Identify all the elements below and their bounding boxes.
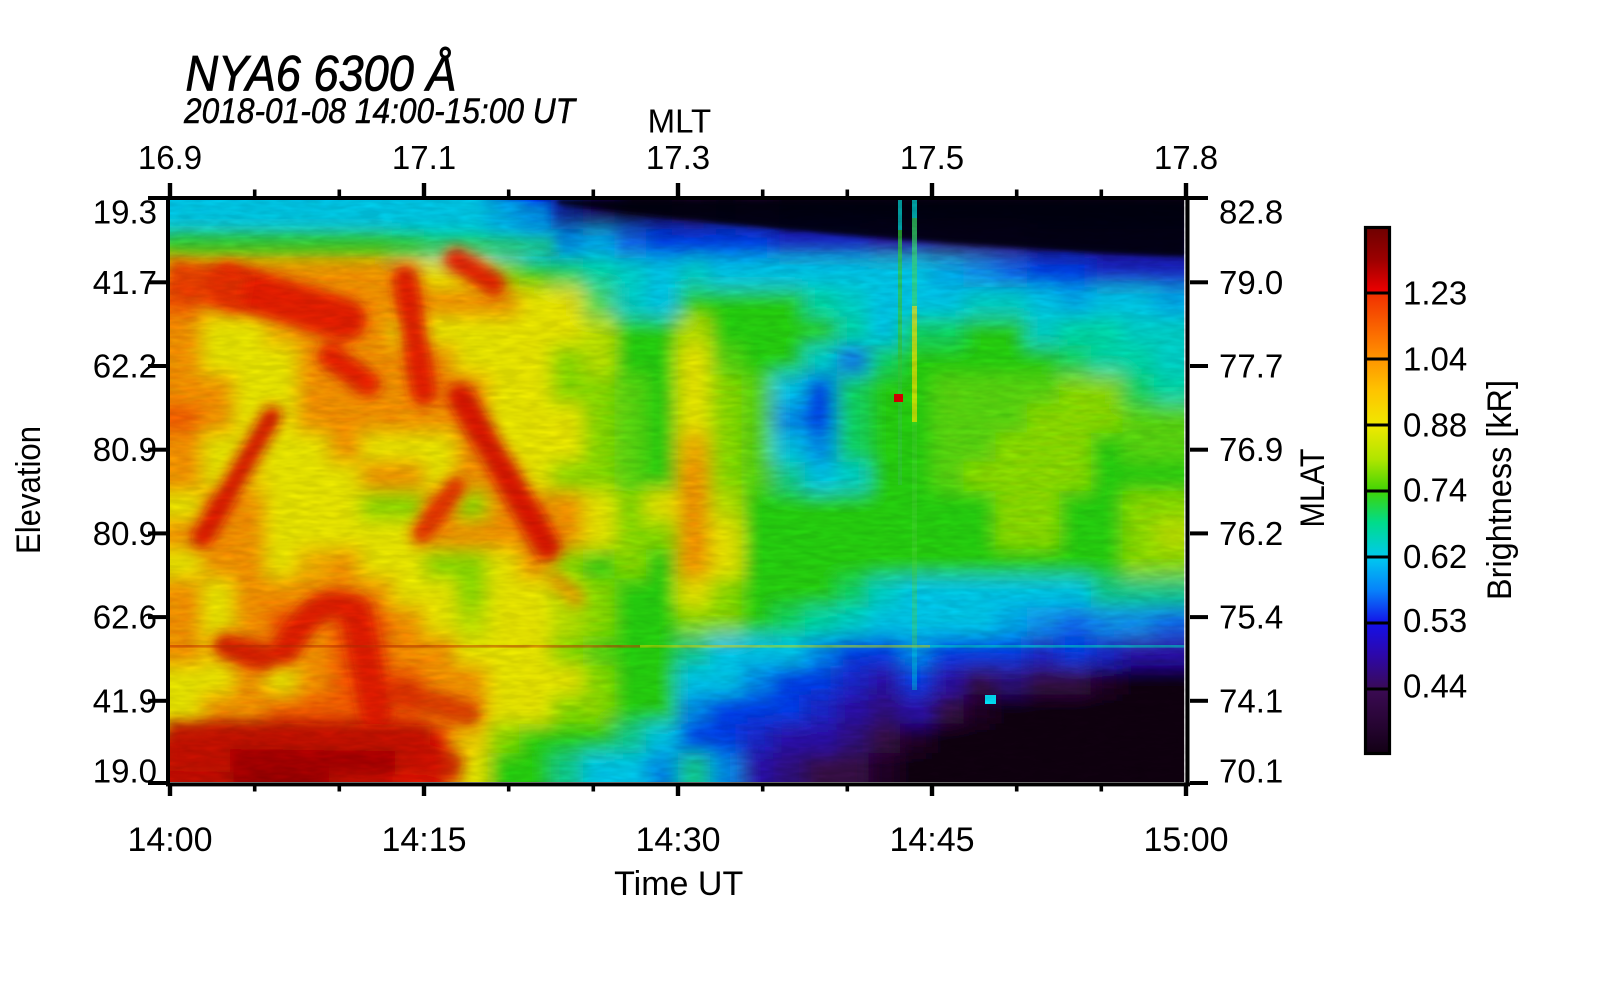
svg-text:14:30: 14:30 <box>635 821 720 859</box>
svg-text:15:00: 15:00 <box>1143 821 1228 859</box>
svg-text:MLAT: MLAT <box>1294 449 1332 528</box>
svg-text:62.6: 62.6 <box>93 599 157 636</box>
svg-text:0.62: 0.62 <box>1403 538 1467 575</box>
svg-text:41.9: 41.9 <box>93 682 157 719</box>
svg-text:14:15: 14:15 <box>381 821 466 859</box>
svg-text:0.88: 0.88 <box>1403 407 1467 444</box>
svg-text:NYA6 6300 Å: NYA6 6300 Å <box>186 46 457 102</box>
svg-text:14:45: 14:45 <box>889 821 974 859</box>
svg-text:82.8: 82.8 <box>1219 194 1283 231</box>
svg-text:0.44: 0.44 <box>1403 668 1467 705</box>
svg-text:14:00: 14:00 <box>127 821 212 859</box>
svg-text:79.0: 79.0 <box>1219 264 1283 301</box>
svg-text:0.74: 0.74 <box>1403 472 1467 509</box>
svg-text:1.23: 1.23 <box>1403 275 1467 312</box>
svg-text:MLT: MLT <box>648 102 712 139</box>
svg-text:19.3: 19.3 <box>93 194 157 231</box>
svg-text:80.9: 80.9 <box>93 515 157 552</box>
svg-text:80.9: 80.9 <box>93 431 157 468</box>
svg-text:16.9: 16.9 <box>138 139 202 176</box>
svg-text:Brightness [kR]: Brightness [kR] <box>1481 380 1519 600</box>
svg-text:Elevation: Elevation <box>10 426 48 554</box>
svg-text:1.04: 1.04 <box>1403 341 1467 378</box>
svg-text:17.8: 17.8 <box>1154 139 1218 176</box>
svg-text:76.9: 76.9 <box>1219 431 1283 468</box>
svg-text:74.1: 74.1 <box>1219 682 1283 719</box>
svg-text:17.5: 17.5 <box>900 139 964 176</box>
svg-text:Time UT: Time UT <box>614 865 743 903</box>
svg-text:17.3: 17.3 <box>646 139 710 176</box>
svg-text:76.2: 76.2 <box>1219 515 1283 552</box>
svg-text:70.1: 70.1 <box>1219 753 1283 790</box>
svg-text:62.2: 62.2 <box>93 348 157 385</box>
svg-text:0.53: 0.53 <box>1403 602 1467 639</box>
svg-text:19.0: 19.0 <box>93 753 157 790</box>
svg-text:41.7: 41.7 <box>93 264 157 301</box>
svg-text:75.4: 75.4 <box>1219 599 1283 636</box>
svg-text:77.7: 77.7 <box>1219 348 1283 385</box>
svg-text:17.1: 17.1 <box>392 139 456 176</box>
svg-text:2018-01-08 14:00-15:00 UT: 2018-01-08 14:00-15:00 UT <box>183 92 577 131</box>
